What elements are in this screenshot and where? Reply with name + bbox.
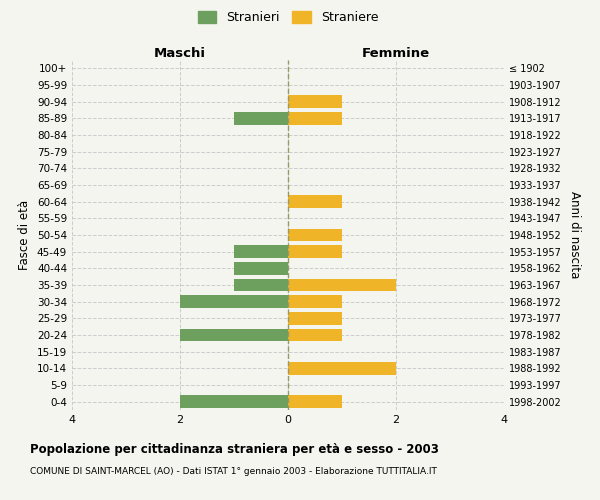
Bar <box>180 329 288 341</box>
Bar <box>180 396 288 408</box>
Bar <box>234 279 288 291</box>
Bar <box>288 229 342 241</box>
Bar <box>288 196 342 208</box>
Bar <box>288 246 342 258</box>
Bar <box>288 312 342 324</box>
Bar <box>288 279 396 291</box>
Bar <box>234 246 288 258</box>
Bar <box>288 96 342 108</box>
Text: Maschi: Maschi <box>154 47 206 60</box>
Text: Femmine: Femmine <box>362 47 430 60</box>
Y-axis label: Anni di nascita: Anni di nascita <box>568 192 581 278</box>
Bar <box>180 296 288 308</box>
Bar <box>234 262 288 274</box>
Bar <box>288 362 396 374</box>
Bar <box>288 112 342 124</box>
Y-axis label: Fasce di età: Fasce di età <box>19 200 31 270</box>
Text: Popolazione per cittadinanza straniera per età e sesso - 2003: Popolazione per cittadinanza straniera p… <box>30 442 439 456</box>
Legend: Stranieri, Straniere: Stranieri, Straniere <box>197 11 379 24</box>
Bar <box>234 112 288 124</box>
Bar <box>288 396 342 408</box>
Text: COMUNE DI SAINT-MARCEL (AO) - Dati ISTAT 1° gennaio 2003 - Elaborazione TUTTITAL: COMUNE DI SAINT-MARCEL (AO) - Dati ISTAT… <box>30 468 437 476</box>
Bar <box>288 296 342 308</box>
Bar <box>288 329 342 341</box>
